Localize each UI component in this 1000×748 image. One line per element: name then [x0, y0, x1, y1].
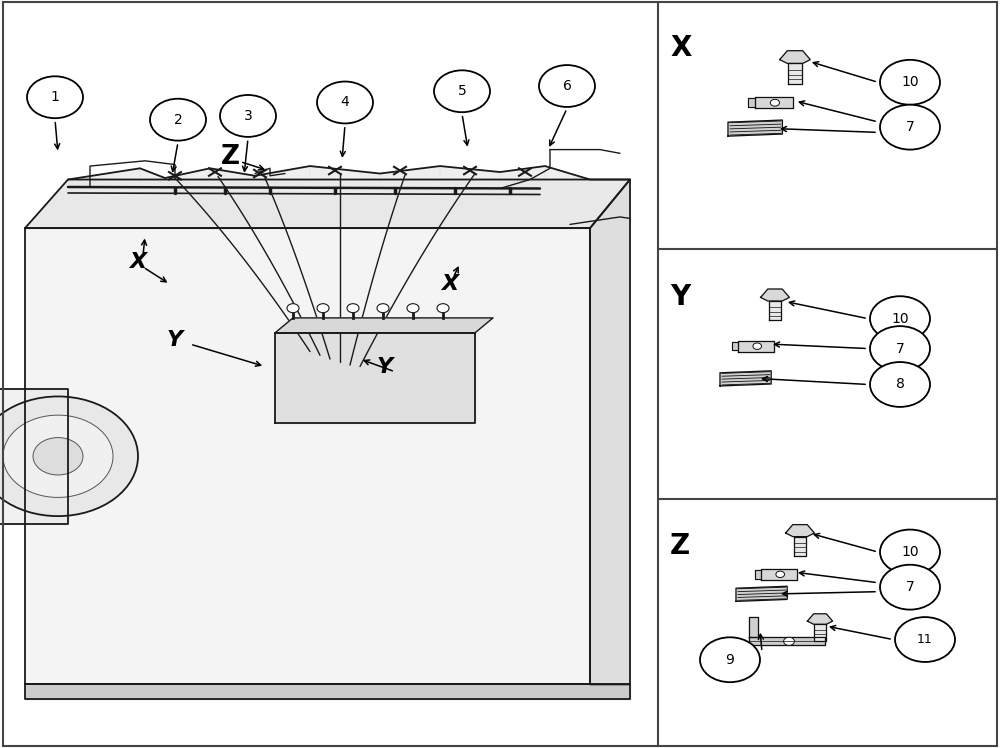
Text: 6: 6 [563, 79, 571, 93]
Text: 7: 7 [906, 120, 914, 134]
Text: 7: 7 [906, 580, 914, 594]
Circle shape [3, 415, 113, 497]
Polygon shape [25, 228, 590, 684]
Text: 9: 9 [726, 653, 734, 666]
Text: 2: 2 [174, 113, 182, 126]
Circle shape [317, 304, 329, 313]
Polygon shape [755, 97, 793, 108]
Circle shape [770, 99, 779, 106]
Circle shape [880, 565, 940, 610]
Polygon shape [736, 586, 787, 601]
Circle shape [33, 438, 83, 475]
Polygon shape [814, 625, 826, 641]
Polygon shape [590, 180, 630, 684]
Polygon shape [545, 166, 590, 180]
Circle shape [753, 343, 762, 349]
Polygon shape [786, 524, 814, 536]
Circle shape [880, 105, 940, 150]
Polygon shape [794, 536, 806, 556]
Polygon shape [310, 166, 380, 180]
Circle shape [784, 637, 794, 646]
Text: X: X [441, 275, 459, 294]
Polygon shape [25, 180, 630, 228]
Text: 4: 4 [341, 96, 349, 109]
Text: 10: 10 [901, 545, 919, 559]
Circle shape [0, 396, 138, 516]
Polygon shape [25, 684, 630, 699]
Circle shape [870, 362, 930, 407]
Text: Y: Y [377, 357, 393, 376]
Circle shape [437, 304, 449, 313]
Circle shape [287, 304, 299, 313]
Polygon shape [732, 342, 738, 351]
Polygon shape [769, 301, 781, 320]
Circle shape [317, 82, 373, 123]
Text: 10: 10 [891, 312, 909, 325]
Polygon shape [720, 371, 771, 386]
Polygon shape [275, 333, 475, 423]
Circle shape [27, 76, 83, 118]
Polygon shape [255, 166, 310, 180]
Circle shape [539, 65, 595, 107]
Circle shape [377, 304, 389, 313]
Circle shape [870, 296, 930, 341]
Text: X: X [670, 34, 691, 61]
Circle shape [895, 617, 955, 662]
Text: 10: 10 [901, 76, 919, 89]
Polygon shape [500, 166, 545, 180]
Polygon shape [761, 569, 797, 580]
Circle shape [434, 70, 490, 112]
Polygon shape [440, 166, 500, 180]
Polygon shape [755, 570, 761, 579]
Circle shape [407, 304, 419, 313]
Text: X: X [129, 252, 147, 272]
Text: 8: 8 [896, 378, 904, 391]
Polygon shape [738, 341, 774, 352]
Text: Z: Z [670, 532, 690, 560]
Circle shape [347, 304, 359, 313]
Circle shape [220, 95, 276, 137]
Polygon shape [748, 98, 755, 107]
Text: 1: 1 [51, 91, 59, 104]
Polygon shape [165, 168, 210, 180]
Circle shape [700, 637, 760, 682]
Polygon shape [748, 617, 758, 637]
Text: 3: 3 [244, 109, 252, 123]
Text: 7: 7 [896, 342, 904, 355]
Polygon shape [761, 289, 789, 301]
Polygon shape [807, 614, 833, 625]
Text: 11: 11 [917, 633, 933, 646]
Polygon shape [788, 64, 802, 84]
Text: Y: Y [670, 283, 690, 310]
Text: Y: Y [167, 331, 183, 350]
Circle shape [870, 326, 930, 371]
Circle shape [150, 99, 206, 141]
Text: 5: 5 [458, 85, 466, 98]
Polygon shape [728, 120, 782, 136]
Text: Z: Z [220, 144, 240, 170]
Circle shape [880, 530, 940, 574]
Polygon shape [748, 637, 825, 646]
Polygon shape [68, 168, 140, 180]
Circle shape [880, 60, 940, 105]
Polygon shape [780, 51, 810, 64]
Polygon shape [0, 389, 68, 524]
Polygon shape [380, 166, 440, 180]
Polygon shape [210, 168, 255, 180]
Polygon shape [275, 318, 493, 333]
Polygon shape [140, 168, 165, 180]
Circle shape [776, 571, 785, 577]
